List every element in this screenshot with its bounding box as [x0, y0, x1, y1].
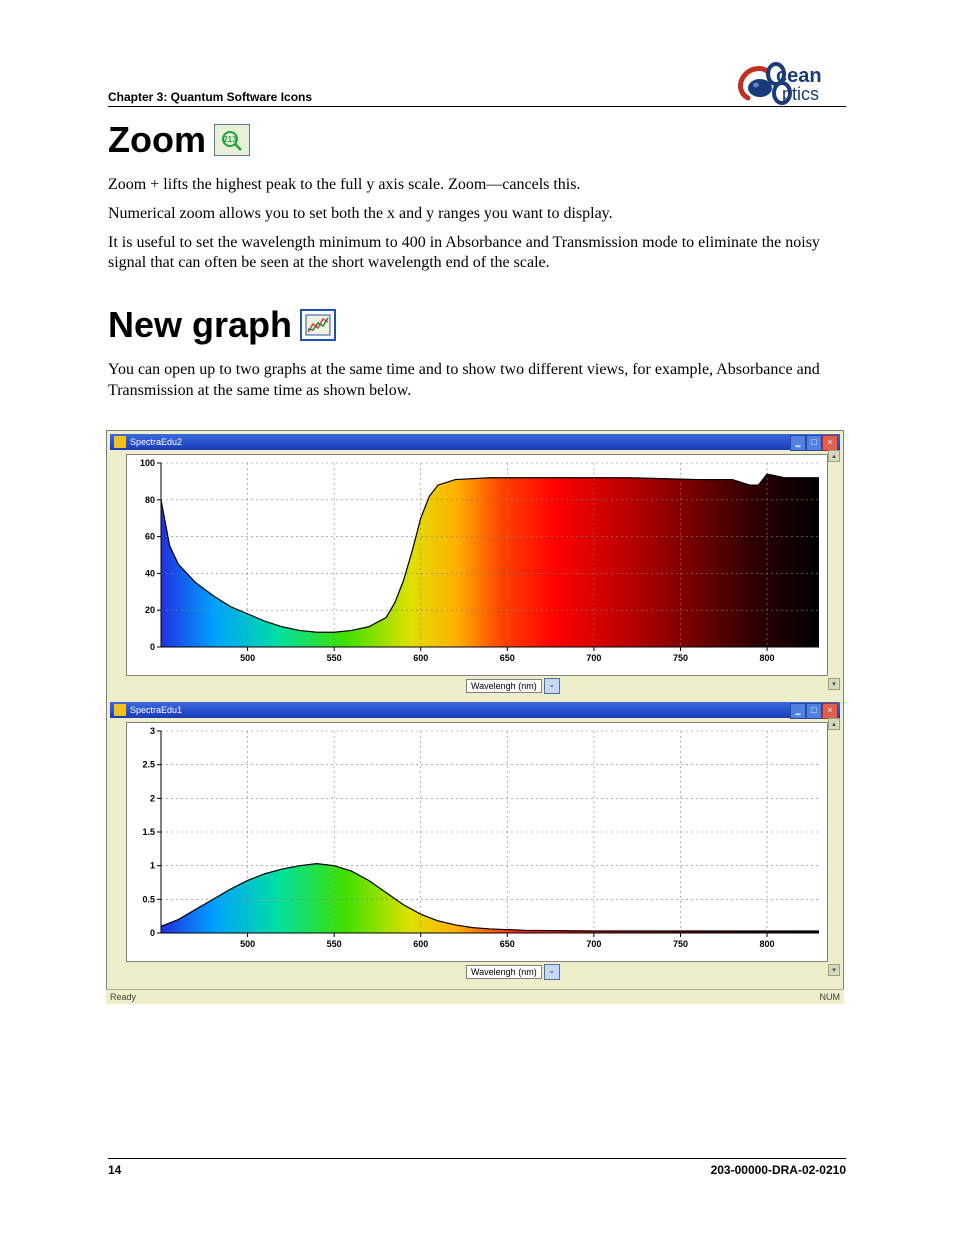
svg-text:800: 800 [760, 939, 775, 949]
zoom-icon: 213 [214, 124, 250, 156]
svg-text:650: 650 [500, 939, 515, 949]
chart1-plot: 500 550 600 650 700 750 800 0 20 40 60 80 100 [126, 454, 828, 676]
chart2-plot: 500 550 600 650 700 750 800 0 0.5 1 1.5 2 2.5 3 [126, 722, 828, 962]
svg-text:550: 550 [327, 939, 342, 949]
svg-text:0.5: 0.5 [142, 894, 155, 904]
maximize-button[interactable]: □ [806, 703, 822, 719]
newgraph-heading: New graph [108, 304, 292, 346]
svg-text:700: 700 [586, 939, 601, 949]
status-ready: Ready [110, 992, 136, 1002]
minimize-button[interactable]: ‗ [790, 703, 806, 719]
page-number: 14 [108, 1163, 121, 1177]
svg-text:0: 0 [150, 642, 155, 652]
newgraph-para-1: You can open up to two graphs at the sam… [108, 360, 846, 402]
zoom-heading: Zoom [108, 119, 206, 161]
chapter-label: Chapter 3: Quantum Software Icons [108, 90, 312, 104]
chart1-xaxis-label: Wavelengh (nm) [466, 679, 542, 693]
window-icon [114, 704, 126, 716]
svg-text:100: 100 [140, 458, 155, 468]
svg-text:40: 40 [145, 568, 155, 578]
zoom-para-2: Numerical zoom allows you to set both th… [108, 204, 846, 225]
svg-text:600: 600 [413, 653, 428, 663]
close-button[interactable]: × [822, 703, 838, 719]
status-num: NUM [820, 992, 841, 1002]
newgraph-icon [300, 309, 336, 341]
svg-text:500: 500 [240, 653, 255, 663]
zoom-para-3: It is useful to set the wavelength minim… [108, 233, 846, 275]
chart1-title: SpectraEdu2 [130, 437, 182, 447]
chart1-xaxis-dropdown[interactable]: ⌄ [544, 678, 560, 694]
svg-text:650: 650 [500, 653, 515, 663]
chart2-title: SpectraEdu1 [130, 705, 182, 715]
svg-text:2.5: 2.5 [142, 759, 155, 769]
scroll-down-button[interactable]: ▾ [828, 678, 840, 690]
svg-text:500: 500 [240, 939, 255, 949]
svg-text:600: 600 [413, 939, 428, 949]
minimize-button[interactable]: ‗ [790, 435, 806, 451]
maximize-button[interactable]: □ [806, 435, 822, 451]
scroll-down-button[interactable]: ▾ [828, 964, 840, 976]
chart2-titlebar: SpectraEdu1 ‗ □ × [110, 702, 840, 718]
svg-text:20: 20 [145, 605, 155, 615]
brand-logo: cean ptics [736, 60, 846, 108]
svg-text:800: 800 [760, 653, 775, 663]
svg-text:700: 700 [586, 653, 601, 663]
window-icon [114, 436, 126, 448]
svg-text:0: 0 [150, 928, 155, 938]
zoom-para-1: Zoom + lifts the highest peak to the ful… [108, 175, 846, 196]
svg-text:80: 80 [145, 495, 155, 505]
svg-text:750: 750 [673, 653, 688, 663]
svg-text:60: 60 [145, 531, 155, 541]
chart1-titlebar: SpectraEdu2 ‗ □ × [110, 434, 840, 450]
scroll-up-button[interactable]: ▴ [828, 450, 840, 462]
svg-text:213: 213 [223, 135, 237, 144]
svg-text:1.5: 1.5 [142, 827, 155, 837]
svg-text:1: 1 [150, 860, 155, 870]
doc-number: 203-00000-DRA-02-0210 [711, 1163, 846, 1177]
chart2-xaxis-label: Wavelengh (nm) [466, 965, 542, 979]
software-screenshot: SpectraEdu2 ‗ □ × 5005506006507007508000… [106, 430, 844, 1004]
scroll-up-button[interactable]: ▴ [828, 718, 840, 730]
svg-text:2: 2 [150, 793, 155, 803]
chart2-xaxis-dropdown[interactable]: ⌄ [544, 964, 560, 980]
close-button[interactable]: × [822, 435, 838, 451]
svg-text:750: 750 [673, 939, 688, 949]
svg-text:550: 550 [327, 653, 342, 663]
svg-text:3: 3 [150, 726, 155, 736]
